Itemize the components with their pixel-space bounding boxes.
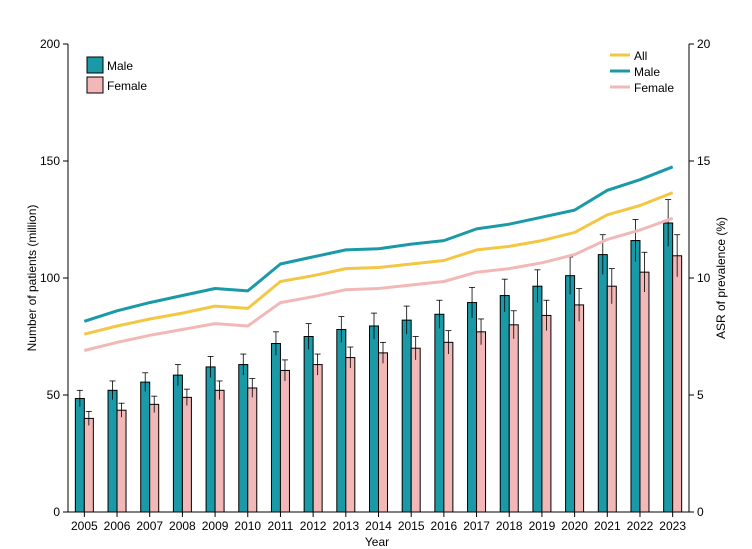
- line-male: [83, 165, 674, 323]
- bar-female-2018: [508, 324, 519, 513]
- bar-female-2017: [476, 331, 487, 513]
- x-tick-label-2022: 2022: [627, 519, 654, 533]
- bar-male-2021: [597, 254, 608, 513]
- bar-male-2007: [140, 381, 151, 513]
- bar-male-2011: [270, 343, 281, 513]
- y-axis-right-title: ASR of prevalence (%): [714, 217, 728, 339]
- bar-female-2012: [312, 364, 323, 513]
- bar-male-2022: [630, 240, 641, 513]
- bar-male-2005: [74, 398, 85, 513]
- lines-layer: [83, 165, 674, 352]
- x-tick-label-2016: 2016: [431, 519, 458, 533]
- legend-female-bar-label: Female: [107, 79, 147, 93]
- x-tick-label-2018: 2018: [496, 519, 523, 533]
- bar-male-2010: [238, 364, 249, 513]
- bar-male-2013: [336, 328, 347, 513]
- bar-female-2009: [214, 389, 225, 513]
- legend-female-line-label: Female: [634, 81, 674, 95]
- bar-female-2013: [345, 357, 356, 513]
- bar-male-2008: [172, 374, 183, 513]
- x-tick-label-2012: 2012: [300, 519, 327, 533]
- bar-male-2017: [467, 302, 478, 513]
- bar-male-2014: [369, 325, 379, 513]
- x-tick-label-2010: 2010: [234, 519, 261, 533]
- bar-male-2015: [401, 319, 412, 513]
- x-tick-label-2013: 2013: [332, 519, 359, 533]
- x-tick-label-2019: 2019: [529, 519, 556, 533]
- bar-female-2010: [247, 387, 258, 513]
- x-tick-label-2014: 2014: [365, 519, 392, 533]
- legend-male-bar-swatch: [86, 56, 104, 74]
- bar-male-2009: [205, 366, 216, 513]
- x-tick-label-2007: 2007: [136, 519, 163, 533]
- x-tick-label-2017: 2017: [463, 519, 490, 533]
- bar-female-2005: [83, 417, 94, 513]
- legend-female-bar-swatch: [86, 76, 104, 94]
- y-axis-left-title: Number of patients (million): [25, 205, 39, 352]
- x-tick-label-2006: 2006: [104, 519, 131, 533]
- bar-female-2014: [378, 352, 388, 513]
- y-left-tick-label-100: 100: [40, 271, 60, 285]
- bar-female-2011: [279, 369, 290, 513]
- bar-male-2020: [565, 275, 576, 513]
- x-tick-label-2020: 2020: [561, 519, 588, 533]
- legend-male-bar-label: Male: [107, 59, 133, 73]
- y-right-tick-label-5: 5: [697, 388, 704, 402]
- y-right-tick-label-20: 20: [697, 37, 711, 51]
- bar-female-2015: [410, 347, 421, 513]
- line-female: [83, 216, 674, 352]
- bar-female-2006: [116, 409, 127, 513]
- bar-female-2022: [639, 271, 650, 513]
- bar-female-2007: [149, 403, 160, 513]
- bar-legend: Male Female: [86, 56, 147, 94]
- axes-layer: 0 50 100 150 200 0 5 10 15 20 2005 2006 2007 2008 2009…: [40, 37, 711, 533]
- bar-female-2016: [443, 341, 454, 513]
- y-left-tick-label-200: 200: [40, 37, 60, 51]
- bar-male-2023: [663, 222, 674, 513]
- bar-female-2020: [574, 304, 585, 513]
- legend-all-line-label: All: [634, 49, 647, 63]
- y-left-tick-label-50: 50: [47, 388, 61, 402]
- y-right-tick-label-15: 15: [697, 154, 711, 168]
- bar-male-2006: [107, 389, 118, 513]
- bar-male-2019: [532, 285, 543, 513]
- bar-female-2008: [181, 396, 192, 513]
- x-tick-label-2023: 2023: [659, 519, 686, 533]
- x-tick-label-2015: 2015: [398, 519, 425, 533]
- legend-male-line-label: Male: [634, 65, 660, 79]
- x-tick-label-2005: 2005: [71, 519, 98, 533]
- x-tick-label-2021: 2021: [594, 519, 621, 533]
- bar-male-2012: [303, 336, 314, 513]
- line-all: [83, 191, 674, 336]
- bar-female-2023: [672, 255, 683, 513]
- x-axis-title: Year: [365, 535, 389, 549]
- bar-female-2019: [541, 314, 552, 513]
- bar-female-2021: [606, 285, 617, 513]
- y-right-tick-label-10: 10: [697, 271, 711, 285]
- y-left-tick-label-0: 0: [53, 505, 60, 519]
- y-right-tick-label-0: 0: [697, 505, 704, 519]
- x-tick-label-2009: 2009: [202, 519, 229, 533]
- x-tick-label-2011: 2011: [268, 519, 294, 533]
- bar-male-2016: [434, 313, 445, 513]
- y-left-tick-label-150: 150: [40, 154, 60, 168]
- x-tick-label-2008: 2008: [169, 519, 196, 533]
- line-legend: All Male Female: [610, 49, 674, 95]
- bar-male-2018: [499, 295, 510, 513]
